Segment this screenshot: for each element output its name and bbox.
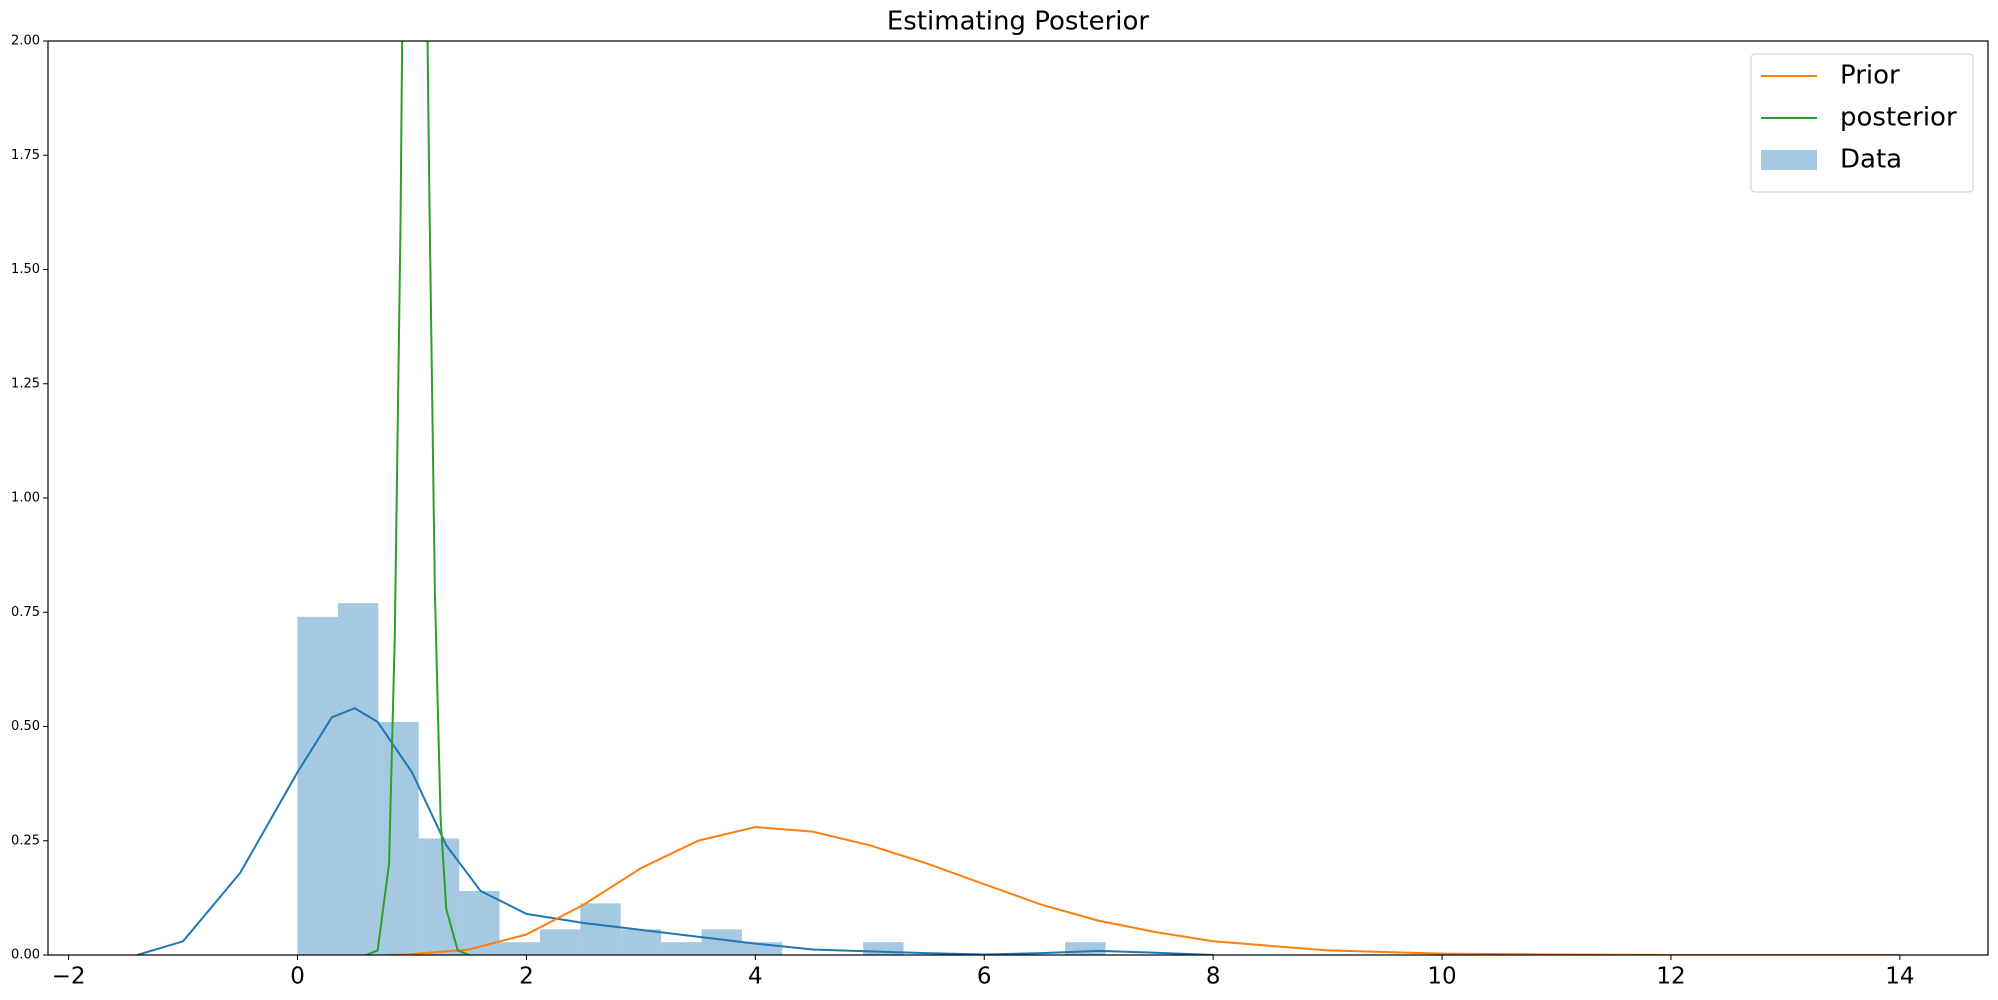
y-tick-label: 1.25 [11,376,40,391]
histogram-bar [580,903,621,955]
y-tick-label: 1.50 [11,262,40,277]
histogram-bar [337,603,379,955]
histogram-bar [459,891,500,955]
histogram-bar [1065,942,1106,955]
y-tick-label: 0.75 [11,605,40,620]
y-tick-label: 2.00 [11,34,40,49]
line [136,707,1214,955]
x-tick-label: 2 [519,964,534,990]
histogram-bar [499,942,540,955]
x-tick-label: 10 [1427,964,1456,990]
x-tick-label: −2 [52,964,86,990]
x-tick-label: 4 [748,964,763,990]
x-tick-label: 6 [977,964,992,990]
histogram-bar [539,929,581,955]
legend-box [1750,53,1974,193]
line [365,41,470,955]
plot-lines [136,41,1900,955]
legend-label: Prior [1840,61,1900,91]
x-tick-label: 14 [1885,964,1914,990]
y-tick-label: 1.00 [11,491,40,506]
histogram-bar [661,942,702,955]
legend-patch [1761,150,1817,170]
chart-title: Estimating Posterior [887,7,1150,37]
histogram-bar [297,616,338,955]
histogram-bar [378,721,419,955]
legend-label: posterior [1840,103,1957,133]
y-tick-label: 1.75 [11,148,40,163]
y-tick-label: 0.50 [11,719,40,734]
x-tick-label: 8 [1206,964,1221,990]
y-tick-label: 0.25 [11,833,40,848]
histogram-bar [418,838,460,955]
x-tick-label: 12 [1656,964,1685,990]
y-tick-label: 0.00 [11,948,40,963]
x-tick-label: 0 [290,964,305,990]
histogram-bar [701,929,742,955]
line [389,826,1900,955]
histogram-bar [620,929,662,955]
legend-label: Data [1840,145,1902,175]
